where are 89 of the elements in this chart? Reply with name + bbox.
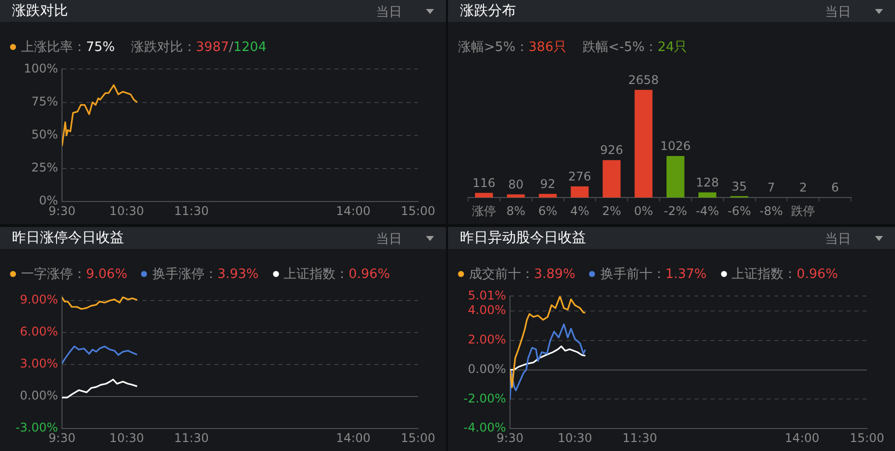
data-label: 2658 (628, 72, 659, 87)
data-label: 7 (767, 180, 776, 194)
data-label: 1026 (660, 139, 691, 154)
legend-label: 换手涨停： (152, 266, 218, 283)
data-label: 128 (696, 176, 719, 190)
x-tick-label: 4% (570, 204, 590, 218)
y-tick-label: 4.00% (468, 303, 506, 318)
text: 当日 (825, 231, 851, 248)
x-tick-label: 11:30 (622, 430, 658, 445)
data-label: 6 (831, 180, 839, 194)
text: 3.89% (534, 266, 576, 282)
y-tick-label: 2.00% (468, 332, 506, 347)
x-tick-label: -6% (728, 204, 751, 218)
text: 1.37% (665, 266, 707, 282)
y-tick-label: 0.00% (468, 362, 506, 376)
data-label: 92 (540, 176, 556, 191)
x-tick-label: 跌停 (791, 204, 816, 218)
x-tick-label: 14:00 (336, 204, 371, 218)
legend-label: 成交前十： (469, 266, 534, 283)
x-tick-label: 10:30 (558, 430, 592, 445)
x-tick-label: 15:00 (400, 430, 436, 445)
bar (634, 90, 652, 198)
y-tick-label: -2.00% (464, 391, 506, 406)
x-tick-label: 8% (506, 204, 526, 218)
x-tick-label: 14:00 (784, 430, 820, 445)
bar (538, 194, 557, 198)
x-tick-label: 9:30 (48, 430, 76, 445)
chart-title: 昨日异动股今日收益 (460, 229, 586, 247)
y-tick-label: 25% (31, 160, 58, 175)
y-tick-label: 6.00% (20, 324, 58, 339)
y-tick-label: 5.01% (468, 288, 506, 302)
text: / (229, 40, 234, 54)
y-tick-label: 75% (31, 94, 58, 108)
text: 3987 (196, 40, 229, 54)
data-label: 35 (732, 179, 747, 194)
bar (602, 160, 621, 198)
chart-title: 涨跌分布 (460, 2, 516, 20)
y-tick-label: 3.00% (20, 356, 58, 371)
bar (570, 186, 589, 198)
x-tick-label: 11:30 (174, 430, 209, 445)
text: 0.96% (348, 266, 390, 282)
data-label: 2 (799, 180, 807, 195)
text: 3.93% (217, 266, 259, 282)
chart-title: 涨跌对比 (12, 2, 68, 20)
text: 涨幅>5%： (458, 39, 529, 56)
y-tick-label: 100% (24, 61, 58, 76)
text: 386只 (528, 39, 566, 56)
legend-label: 换手前十： (600, 266, 666, 283)
text: 涨跌对比： (130, 39, 196, 56)
x-tick-label: -4% (696, 204, 720, 218)
bar (506, 194, 525, 198)
y-tick-label: 9.00% (20, 292, 58, 307)
chart-title: 昨日涨停今日收益 (12, 229, 124, 247)
legend-label: 上证指数： (732, 266, 797, 283)
x-tick-label: -2% (664, 204, 688, 218)
data-label: 926 (600, 143, 624, 158)
text: 跌幅<-5%： (582, 39, 658, 56)
text: 1204 (233, 40, 266, 54)
text: 当日 (376, 231, 402, 248)
x-tick-label: -8% (760, 204, 783, 218)
bar (475, 192, 493, 198)
x-tick-label: 6% (538, 204, 558, 218)
data-label: 116 (472, 176, 496, 190)
text: 当日 (376, 4, 402, 21)
text: 当日 (825, 4, 851, 21)
x-tick-label: 涨停 (472, 204, 496, 218)
x-tick-label: 2% (602, 204, 622, 218)
y-tick-label: 50% (31, 128, 58, 142)
x-tick-label: 10:30 (109, 430, 144, 445)
x-tick-label: 9:30 (48, 204, 76, 218)
x-tick-label: 11:30 (174, 204, 209, 218)
legend-label: 上涨比率： (21, 39, 86, 56)
y-tick-label: 0.00% (20, 388, 58, 403)
x-tick-label: 15:00 (400, 204, 436, 218)
data-label: 80 (508, 177, 524, 192)
text: 0.96% (796, 266, 838, 282)
x-tick-label: 9:30 (496, 430, 524, 445)
text: 75% (86, 40, 115, 54)
bar (698, 192, 716, 198)
text: 24只 (658, 39, 688, 56)
x-tick-label: 14:00 (336, 430, 371, 445)
legend-label: 上证指数： (284, 266, 349, 283)
data-label: 276 (568, 170, 592, 184)
bar (666, 156, 684, 198)
x-tick-label: 0% (634, 204, 654, 218)
legend-label: 一字涨停： (21, 266, 86, 283)
x-tick-label: 15:00 (850, 430, 884, 445)
text: 9.06% (86, 266, 128, 282)
x-tick-label: 10:30 (109, 204, 144, 218)
